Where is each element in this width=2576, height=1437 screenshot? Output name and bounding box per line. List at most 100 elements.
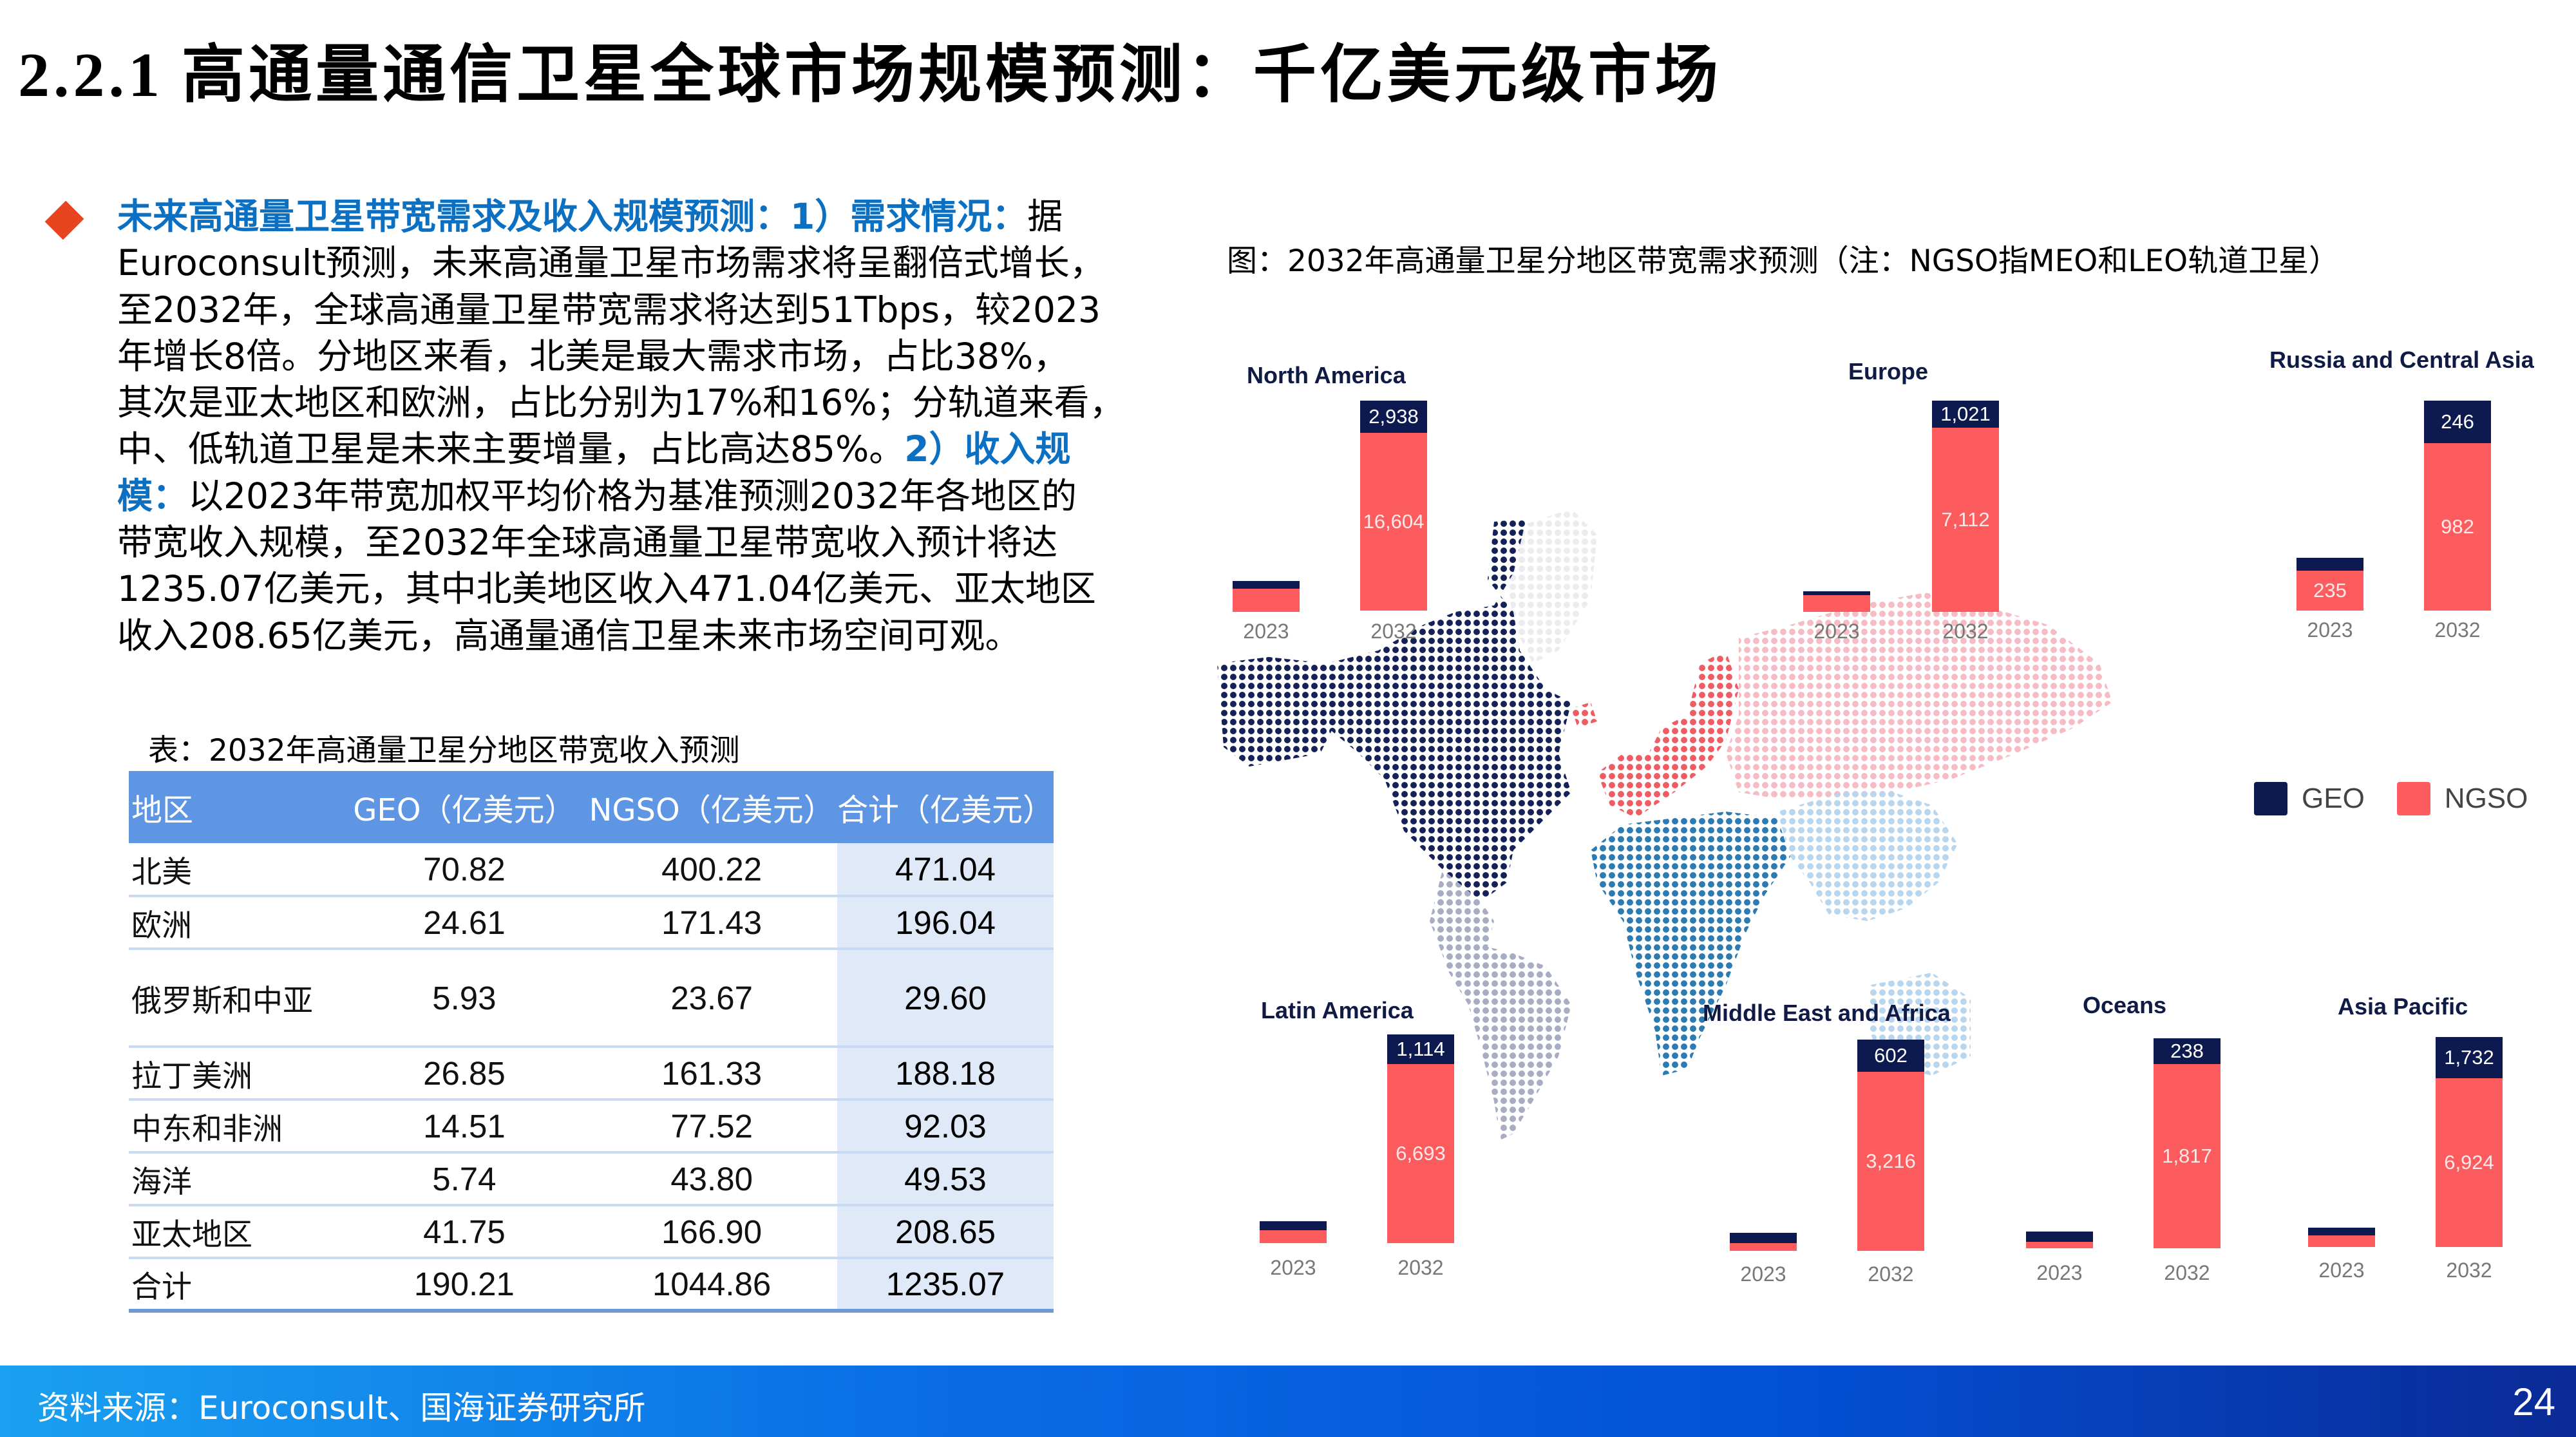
year-label: 2032 <box>1397 1256 1444 1279</box>
geo-segment <box>1260 1221 1327 1230</box>
bar-na-2023 <box>1233 581 1300 612</box>
table-row: 欧洲 24.61 171.43 196.04 <box>129 896 1054 950</box>
geo-segment <box>2308 1228 2375 1235</box>
dot-world-map <box>1217 509 2112 1140</box>
page-number: 24 <box>2512 1380 2555 1423</box>
section-number: 2.2.1 <box>18 41 164 110</box>
geo-segment: 1,114 <box>1387 1034 1454 1064</box>
body-text: Euroconsult预测，未来高通量卫星市场需求将呈翻倍式增长， <box>117 242 1105 284</box>
bar-la-2032: 1,114 6,693 <box>1387 1034 1454 1243</box>
table-caption: 表：2032年高通量卫星分地区带宽收入预测 <box>148 733 740 768</box>
cell-region: 合计 <box>129 1258 343 1313</box>
geo-segment <box>2297 558 2363 571</box>
region-title-russia-central-asia: Russia and Central Asia <box>2269 347 2534 373</box>
table-row: 海洋 5.74 43.80 49.53 <box>129 1152 1054 1206</box>
ngso-segment <box>1730 1243 1797 1251</box>
table-row: 俄罗斯和中亚 5.93 23.67 29.60 <box>129 949 1054 1048</box>
bar-oc-2032: 238 1,817 <box>2154 1038 2221 1248</box>
year-label: 2023 <box>1270 1256 1316 1279</box>
cell-geo: 5.74 <box>342 1152 587 1206</box>
cell-total: 1235.07 <box>837 1258 1054 1313</box>
body-text: 其次是亚太地区和欧洲，占比分别为17%和16%；分轨道来看， <box>117 382 1125 424</box>
bar-ap-2032: 1,732 6,924 <box>2436 1037 2503 1247</box>
cell-region: 拉丁美洲 <box>129 1047 343 1101</box>
footer-bar: 资料来源：Euroconsult、国海证券研究所 24 <box>0 1366 2576 1437</box>
year-label: 2032 <box>2164 1261 2210 1284</box>
year-label: 2032 <box>1942 620 1989 643</box>
highlight-text: 2）收入规 <box>904 428 1071 470</box>
paragraph-line: 带宽收入规模，至2032年全球高通量卫星带宽收入预计将达 <box>117 519 1186 566</box>
year-label: 2023 <box>2036 1261 2083 1284</box>
cell-geo: 24.61 <box>342 896 587 950</box>
geo-segment: 246 <box>2424 401 2491 443</box>
geo-segment: 2,938 <box>1360 401 1427 433</box>
table-row: 中东和非洲 14.51 77.52 92.03 <box>129 1099 1054 1154</box>
body-text: 年增长8倍。分地区来看，北美是最大需求市场，占比38%， <box>117 335 1069 377</box>
geo-swatch-icon <box>2254 782 2287 815</box>
cell-region: 亚太地区 <box>129 1205 343 1259</box>
geo-segment: 602 <box>1857 1040 1924 1072</box>
cell-total: 196.04 <box>837 896 1054 950</box>
paragraph-line: 其次是亚太地区和欧洲，占比分别为17%和16%；分轨道来看， <box>117 379 1186 426</box>
paragraph-line: 年增长8倍。分地区来看，北美是最大需求市场，占比38%， <box>117 333 1186 379</box>
region-title-europe: Europe <box>1848 358 1929 385</box>
cell-geo: 26.85 <box>342 1047 587 1101</box>
table-total-row: 合计 190.21 1044.86 1235.07 <box>129 1258 1054 1313</box>
ngso-segment: 16,604 <box>1360 433 1427 611</box>
ngso-segment <box>1233 589 1300 612</box>
revenue-table: 地区 GEO（亿美元） NGSO（亿美元） 合计（亿美元） 北美 70.82 4… <box>129 771 1054 1313</box>
geo-segment: 1,021 <box>1932 401 1999 428</box>
region-title-middle-east-africa: Middle East and Africa <box>1703 1000 1951 1026</box>
cell-total: 49.53 <box>837 1152 1054 1206</box>
header-ngso: NGSO（亿美元） <box>586 771 837 843</box>
legend-geo-label: GEO <box>2302 783 2365 814</box>
ngso-segment <box>2308 1235 2375 1247</box>
bar-rca-2032: 246 982 <box>2424 401 2491 611</box>
ngso-segment: 1,817 <box>2154 1064 2221 1248</box>
cell-geo: 5.93 <box>342 949 587 1048</box>
year-label: 2032 <box>2446 1259 2492 1282</box>
body-text: 中、低轨道卫星是未来主要增量，占比高达85%。 <box>117 428 905 470</box>
geo-segment <box>1233 581 1300 589</box>
cell-total: 471.04 <box>837 843 1054 897</box>
table-row: 亚太地区 41.75 166.90 208.65 <box>129 1205 1054 1259</box>
region-title-oceans: Oceans <box>2083 992 2167 1018</box>
ngso-segment <box>1260 1230 1327 1243</box>
region-title-latin-america: Latin America <box>1261 997 1414 1023</box>
page-title: 2.2.1 高通量通信卫星全球市场规模预测：千亿美元级市场 <box>18 23 1722 115</box>
cell-total: 208.65 <box>837 1205 1054 1259</box>
ngso-segment: 6,924 <box>2436 1078 2503 1247</box>
header-region: 地区 <box>129 771 343 843</box>
body-text: 据 <box>1027 196 1063 237</box>
chart-legend: GEO NGSO <box>2254 782 2560 815</box>
ngso-segment: 7,112 <box>1932 428 1999 612</box>
cell-ngso: 166.90 <box>586 1205 837 1259</box>
ngso-segment <box>2026 1242 2093 1248</box>
cell-ngso: 43.80 <box>586 1152 837 1206</box>
geo-segment: 1,732 <box>2436 1037 2503 1078</box>
year-label: 2023 <box>1740 1262 1786 1286</box>
ngso-segment: 982 <box>2424 443 2491 611</box>
year-label: 2023 <box>2307 618 2353 642</box>
cell-ngso: 400.22 <box>586 843 837 897</box>
title-text: 高通量通信卫星全球市场规模预测：千亿美元级市场 <box>182 38 1723 111</box>
cell-geo: 41.75 <box>342 1205 587 1259</box>
cell-geo: 14.51 <box>342 1099 587 1154</box>
table-header-row: 地区 GEO（亿美元） NGSO（亿美元） 合计（亿美元） <box>129 771 1054 843</box>
ngso-swatch-icon <box>2396 782 2430 815</box>
year-label: 2023 <box>1814 620 1860 643</box>
cell-ngso: 77.52 <box>586 1099 837 1154</box>
body-text: 带宽收入规模，至2032年全球高通量卫星带宽收入预计将达 <box>117 522 1057 564</box>
bar-mea-2032: 602 3,216 <box>1857 1040 1924 1251</box>
year-label: 2032 <box>2434 618 2481 642</box>
highlight-text: 模： <box>117 475 189 517</box>
ngso-segment: 235 <box>2297 571 2363 611</box>
diamond-bullet-icon <box>44 200 84 240</box>
paragraph-line: 1235.07亿美元，其中北美地区收入471.04亿美元、亚太地区 <box>117 566 1186 612</box>
cell-region: 欧洲 <box>129 896 343 950</box>
legend-ngso-label: NGSO <box>2444 783 2528 814</box>
bar-oc-2023 <box>2026 1232 2093 1248</box>
ngso-segment: 6,693 <box>1387 1064 1454 1243</box>
source-note: 资料来源：Euroconsult、国海证券研究所 <box>37 1389 646 1427</box>
figure-caption: 图：2032年高通量卫星分地区带宽需求预测（注：NGSO指MEO和LEO轨道卫星… <box>1227 243 2340 279</box>
